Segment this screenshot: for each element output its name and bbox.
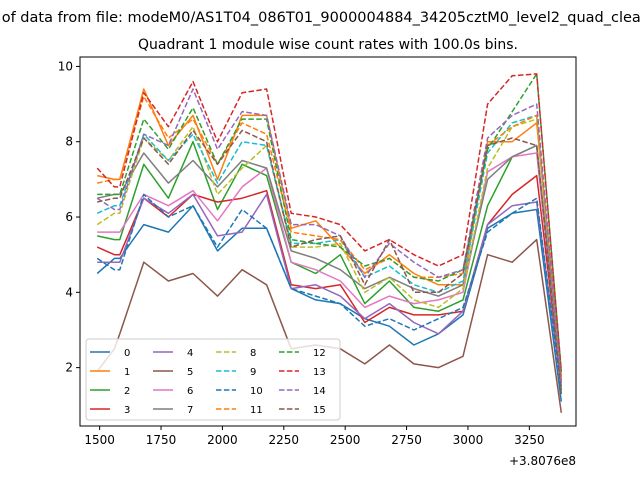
- legend-label-13: 13: [313, 367, 326, 378]
- series-line-14: [96, 88, 563, 383]
- legend-label-10: 10: [250, 386, 263, 397]
- series-line-7: [97, 144, 563, 379]
- legend-label-12: 12: [313, 348, 326, 359]
- x-tick-label: 1750: [146, 433, 177, 447]
- series-line-0: [96, 204, 563, 402]
- x-tick-label: 2750: [391, 433, 422, 447]
- y-tick-label: 8: [65, 135, 73, 149]
- x-tick-label: 2000: [207, 433, 238, 447]
- legend-label-2: 2: [124, 386, 130, 397]
- x-offset-label: +3.8076e8: [509, 454, 576, 468]
- series-line-8: [96, 118, 563, 379]
- legend-frame: [85, 338, 341, 421]
- legend-label-4: 4: [187, 348, 193, 359]
- legend-label-9: 9: [250, 367, 256, 378]
- axes-title: Quadrant 1 module wise count rates with …: [138, 37, 518, 53]
- legend-label-0: 0: [124, 348, 130, 359]
- y-tick-label: 10: [58, 59, 73, 73]
- series-line-10: [96, 193, 563, 391]
- x-tick-label: 2250: [269, 433, 300, 447]
- legend-label-6: 6: [187, 386, 193, 397]
- series-layer: [96, 73, 563, 413]
- legend-label-15: 15: [313, 405, 326, 416]
- series-line-4: [97, 193, 563, 387]
- y-tick-label: 2: [65, 361, 73, 375]
- x-tick-label: 2500: [330, 433, 361, 447]
- y-tick-label: 4: [65, 285, 73, 299]
- figure-suptitle: Plots of data from file: modeM0/AS1T04_0…: [0, 10, 640, 26]
- legend-label-3: 3: [124, 405, 130, 416]
- legend-label-1: 1: [124, 367, 130, 378]
- y-axis: 2 4 6 8 10: [58, 59, 80, 375]
- series-line-12: [97, 73, 563, 372]
- legend-label-8: 8: [250, 348, 256, 359]
- x-tick-label: 3250: [514, 433, 545, 447]
- x-axis: 1500 1750 2000 2250 2500 2750 3000 3250: [84, 426, 545, 447]
- x-tick-label: 3000: [453, 433, 484, 447]
- series-line-2: [97, 140, 563, 391]
- series-line-15: [97, 129, 563, 395]
- legend-label-14: 14: [313, 386, 326, 397]
- legend-label-11: 11: [250, 405, 263, 416]
- series-line-9: [96, 114, 563, 383]
- axes-border: [79, 56, 577, 427]
- x-tick-label: 1500: [84, 433, 115, 447]
- legend-label-7: 7: [187, 405, 193, 416]
- y-tick-label: 6: [65, 210, 73, 224]
- series-line-13: [96, 73, 563, 372]
- legend-label-5: 5: [187, 367, 193, 378]
